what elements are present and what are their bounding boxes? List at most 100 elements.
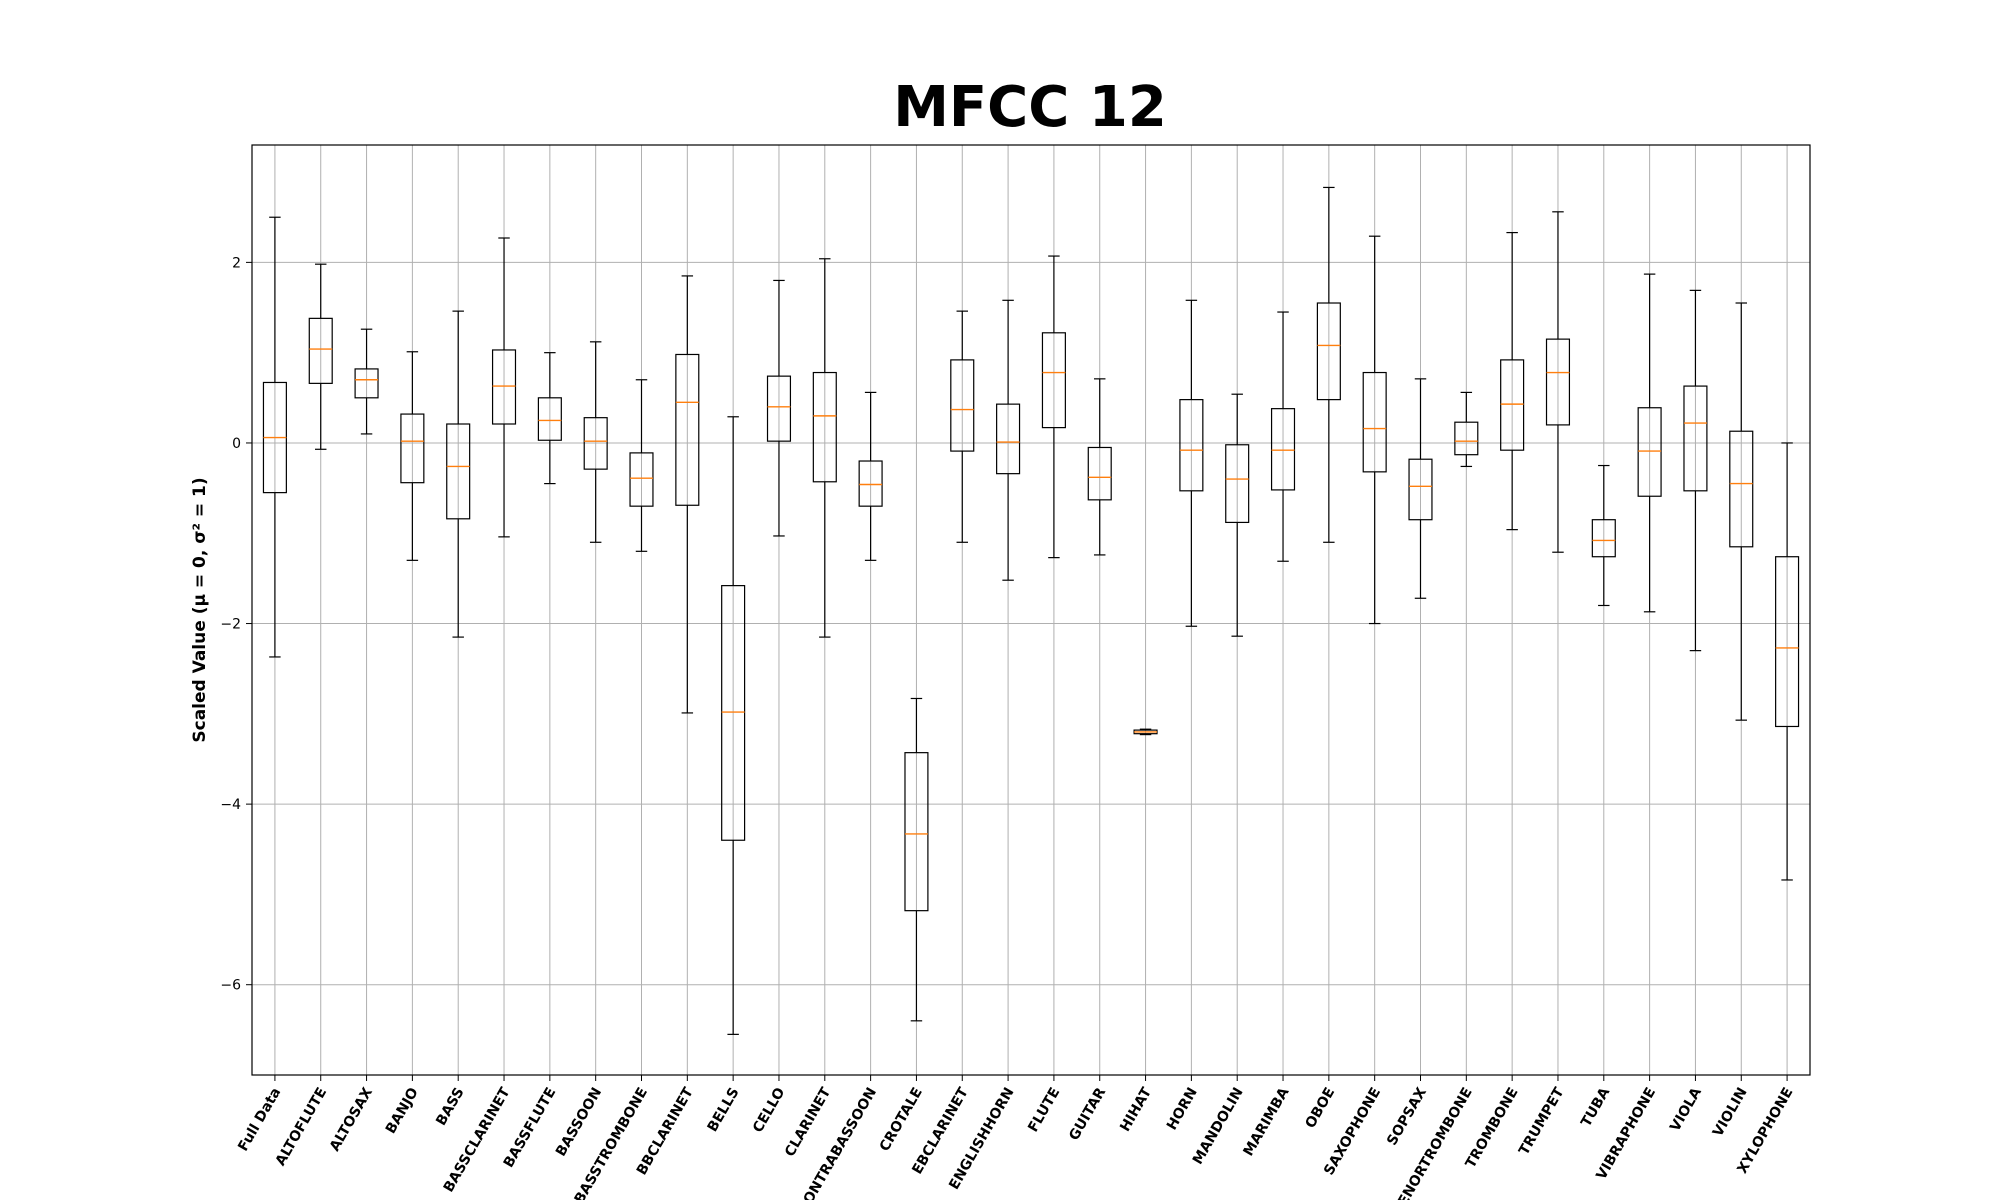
x-tick-label: CROTALE xyxy=(877,1085,926,1154)
box-plot-crotale xyxy=(904,697,929,1022)
box-plot-bassoon xyxy=(583,341,608,543)
y-axis-label: Scaled Value (μ = 0, σ² = 1) xyxy=(190,477,210,742)
chart-title: MFCC 12 xyxy=(893,75,1167,140)
y-tick-label: −4 xyxy=(220,797,241,813)
box-plot-flute xyxy=(1041,255,1066,559)
iqr-box xyxy=(446,423,471,520)
x-tick-label: TUBA xyxy=(1578,1085,1613,1130)
iqr-box xyxy=(904,752,929,912)
box-plot-horn xyxy=(1179,299,1204,627)
box-plot-contrabassoon xyxy=(858,391,883,561)
iqr-box xyxy=(858,460,883,507)
box-plot-saxophone xyxy=(1362,235,1387,625)
iqr-box xyxy=(812,371,837,483)
iqr-box xyxy=(1316,302,1341,401)
iqr-box xyxy=(1225,444,1250,524)
iqr-box xyxy=(1591,519,1616,558)
iqr-box xyxy=(491,349,517,425)
box-plot-oboe xyxy=(1316,186,1341,543)
box-plot-trumpet xyxy=(1545,211,1571,553)
iqr-box xyxy=(1408,458,1433,521)
plot-area-frame xyxy=(251,144,1811,1076)
x-tick-label: BASS xyxy=(433,1085,467,1129)
box-plot-violin xyxy=(1729,302,1754,721)
box-plot-cello xyxy=(766,279,792,537)
iqr-box xyxy=(950,359,975,452)
iqr-box xyxy=(1454,421,1479,456)
x-tick-label: ALTOSAX xyxy=(327,1085,376,1154)
x-tick-label: TENORTROMBONE xyxy=(1390,1085,1475,1200)
box-plot-banjo xyxy=(400,351,425,561)
box-plot-trombone xyxy=(1500,231,1525,531)
iqr-box xyxy=(537,397,562,441)
iqr-box xyxy=(675,353,700,506)
y-axis-ticks: −6 −4 −2 0 2 xyxy=(220,255,252,994)
box-plot-marimba xyxy=(1270,311,1296,562)
x-tick-label: VIOLA xyxy=(1667,1085,1705,1134)
box-plot-full-data xyxy=(262,216,287,658)
x-tick-label: CLARINET xyxy=(782,1085,835,1160)
y-tick-label: 2 xyxy=(232,255,241,271)
iqr-box xyxy=(996,403,1021,475)
iqr-box xyxy=(308,317,333,384)
box-plot-sopsax xyxy=(1408,378,1433,599)
iqr-box xyxy=(1087,446,1112,501)
box-plot-tuba xyxy=(1591,464,1616,607)
iqr-box xyxy=(1545,338,1571,426)
iqr-box xyxy=(583,417,608,470)
x-tick-label: TRUMPET xyxy=(1516,1085,1568,1158)
iqr-box xyxy=(1362,371,1387,473)
box-plot-tenortrombone xyxy=(1454,391,1479,468)
y-tick-label: 0 xyxy=(232,436,241,452)
box-plot-guitar xyxy=(1087,378,1112,556)
x-tick-label: MARIMBA xyxy=(1241,1085,1293,1159)
grid-lines xyxy=(252,145,1810,1075)
box-plot-bbclarinet xyxy=(675,275,700,714)
iqr-box xyxy=(721,585,746,841)
box-plot-basstrombone xyxy=(629,379,654,552)
box-plot-ebclarinet xyxy=(950,310,975,543)
y-tick-label: −6 xyxy=(220,978,241,994)
box-plot-clarinet xyxy=(812,258,837,638)
box-plot-altosax xyxy=(354,328,379,435)
x-tick-label: MANDOLIN xyxy=(1190,1085,1247,1167)
box-plot-bells xyxy=(721,416,746,1035)
x-tick-label: OBOE xyxy=(1302,1085,1338,1131)
box-plot-bassclarinet xyxy=(491,237,517,538)
box-plot-altoflute xyxy=(308,263,333,450)
iqr-box xyxy=(1637,407,1662,497)
iqr-box xyxy=(1729,430,1754,548)
iqr-box xyxy=(400,413,425,484)
iqr-box xyxy=(1270,408,1296,491)
x-tick-label: GUITAR xyxy=(1066,1085,1109,1144)
iqr-box xyxy=(354,368,379,399)
x-tick-label: FLUTE xyxy=(1025,1085,1063,1135)
x-tick-label: BANJO xyxy=(383,1085,422,1137)
x-tick-label: Full Data xyxy=(235,1085,284,1154)
x-tick-label: SOPSAX xyxy=(1384,1085,1430,1149)
x-tick-label: CELLO xyxy=(750,1085,788,1136)
box-series xyxy=(262,186,1800,1035)
x-tick-label: VIOLIN xyxy=(1710,1085,1751,1140)
iqr-box xyxy=(766,375,792,442)
y-tick-label: −2 xyxy=(220,617,241,633)
iqr-box xyxy=(1683,385,1708,492)
x-tick-label: HORN xyxy=(1164,1085,1201,1133)
iqr-box xyxy=(1041,332,1066,429)
iqr-box xyxy=(1179,399,1204,492)
x-tick-label: HIHAT xyxy=(1117,1085,1155,1135)
x-tick-label: BASSOON xyxy=(553,1085,605,1159)
box-plot-hihat xyxy=(1133,728,1158,736)
box-plot-mandolin xyxy=(1225,393,1250,637)
box-plot-viola xyxy=(1683,289,1708,652)
box-plot-bass xyxy=(446,310,471,638)
iqr-box xyxy=(629,452,654,507)
box-plot-vibraphone xyxy=(1637,273,1662,613)
iqr-box xyxy=(1500,359,1525,451)
iqr-box xyxy=(1775,556,1800,728)
box-plot-bassflute xyxy=(537,352,562,485)
x-tick-label: CONTRABASSOON xyxy=(795,1085,880,1200)
box-plot-englishhorn xyxy=(996,299,1021,581)
